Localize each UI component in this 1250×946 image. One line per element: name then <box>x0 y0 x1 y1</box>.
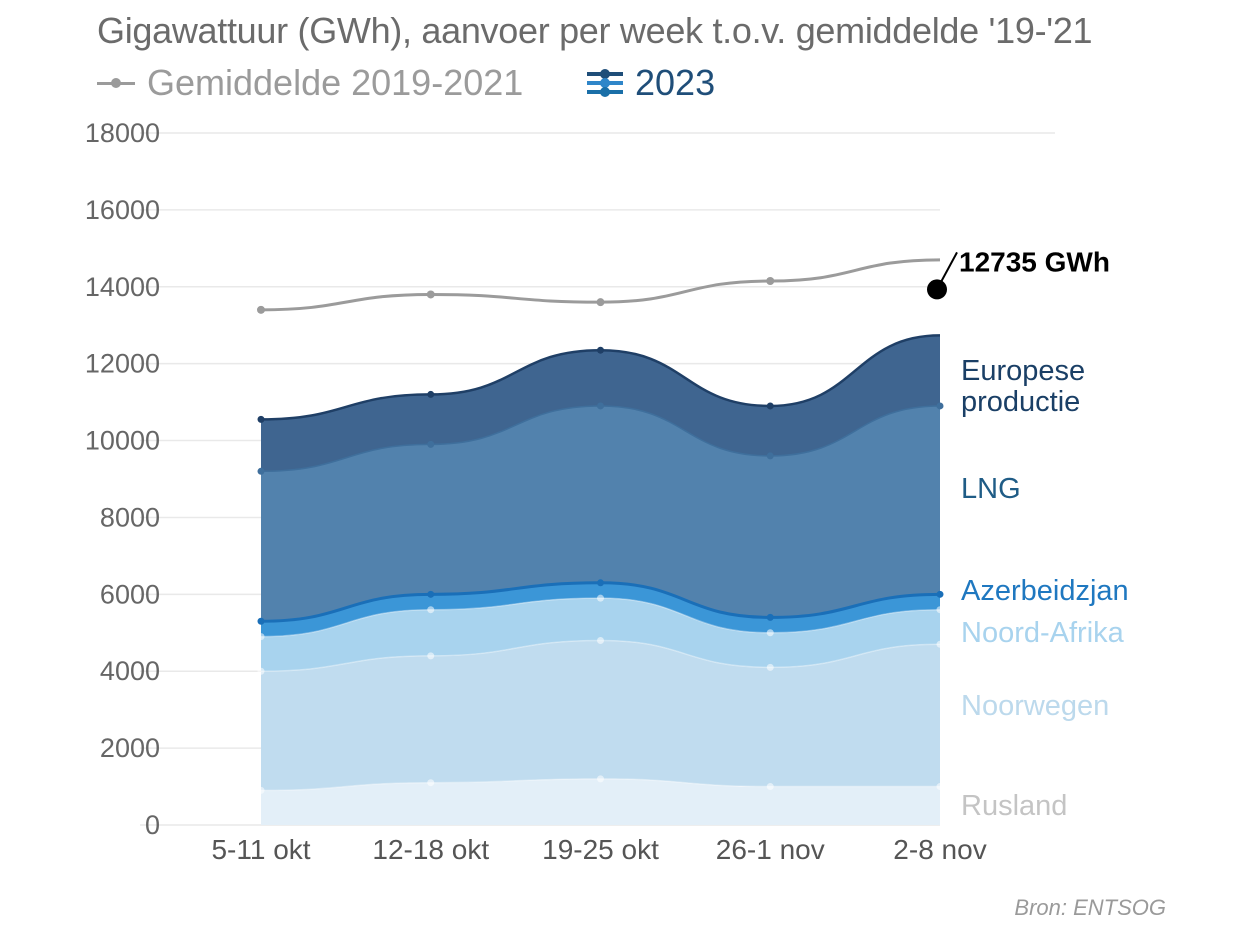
area-lng <box>261 405 940 622</box>
data-point <box>766 452 774 460</box>
legend-2023-label: 2023 <box>635 62 716 103</box>
data-point <box>427 390 435 398</box>
series-label: Noorwegen <box>961 690 1109 722</box>
data-point <box>766 663 774 671</box>
source-note: Bron: ENTSOG <box>1014 895 1166 920</box>
chart-legend: Gemiddelde 2019-2021 2023 <box>97 62 797 106</box>
x-tick-label: 12-18 okt <box>372 834 489 865</box>
y-tick-label: 10000 <box>85 426 160 456</box>
y-tick-label: 2000 <box>100 733 160 763</box>
annotation-leader <box>936 251 958 290</box>
data-point <box>257 633 265 641</box>
data-point <box>257 617 265 625</box>
area-noorwegen <box>261 640 940 791</box>
series-label: Europese productie <box>961 355 1085 418</box>
series-label: Rusland <box>961 790 1067 822</box>
y-tick-label: 6000 <box>100 579 160 609</box>
legend-item-2023[interactable]: 2023 <box>587 62 715 104</box>
x-tick-label: 5-11 okt <box>211 834 310 865</box>
data-point <box>597 636 604 644</box>
average-point <box>596 298 605 307</box>
data-point <box>936 783 944 791</box>
chart-title: Gigawattuur (GWh), aanvoer per week t.o.… <box>97 10 1093 51</box>
area-rusland <box>261 778 940 825</box>
legend-item-average[interactable]: Gemiddelde 2019-2021 <box>97 62 523 104</box>
legend-average-label: Gemiddelde 2019-2021 <box>147 62 524 103</box>
data-point <box>766 629 774 637</box>
series-label: Azerbeidzjan <box>961 575 1129 607</box>
y-tick-label: 18000 <box>85 118 160 148</box>
data-point <box>257 786 265 794</box>
data-point <box>936 402 944 410</box>
y-tick-label: 4000 <box>100 656 160 686</box>
data-point <box>597 775 604 783</box>
legend-average-swatch <box>97 77 135 89</box>
x-tick-label: 26-1 nov <box>716 834 825 865</box>
data-point <box>597 402 604 410</box>
x-tick-label: 19-25 okt <box>542 834 659 865</box>
data-point <box>257 415 265 423</box>
average-point <box>766 277 775 286</box>
data-point <box>597 346 604 354</box>
data-point <box>766 783 774 791</box>
data-point <box>427 590 435 598</box>
data-point <box>427 440 435 448</box>
annotation-label: 12735 GWh <box>959 246 1110 277</box>
y-tick-label: 0 <box>145 810 160 840</box>
data-point <box>936 640 944 648</box>
series-edge <box>260 334 941 421</box>
data-point <box>936 590 944 598</box>
data-point <box>766 613 774 621</box>
x-tick-label: 2-8 nov <box>893 834 986 865</box>
y-tick-label: 14000 <box>85 272 160 302</box>
data-point <box>597 579 604 587</box>
data-point <box>597 594 604 602</box>
average-point <box>257 305 265 314</box>
y-tick-label: 16000 <box>85 195 160 225</box>
series-label: Noord-Afrika <box>961 617 1125 649</box>
data-point <box>257 667 265 675</box>
y-tick-label: 8000 <box>100 502 160 532</box>
average-point <box>426 290 435 299</box>
data-point <box>766 402 774 410</box>
data-point <box>936 606 944 614</box>
data-point <box>257 467 265 475</box>
data-point <box>427 652 435 660</box>
y-tick-label: 12000 <box>85 349 160 379</box>
data-point <box>427 779 435 787</box>
legend-2023-swatch <box>587 69 623 97</box>
series-label: LNG <box>961 473 1021 505</box>
data-point <box>427 606 435 614</box>
